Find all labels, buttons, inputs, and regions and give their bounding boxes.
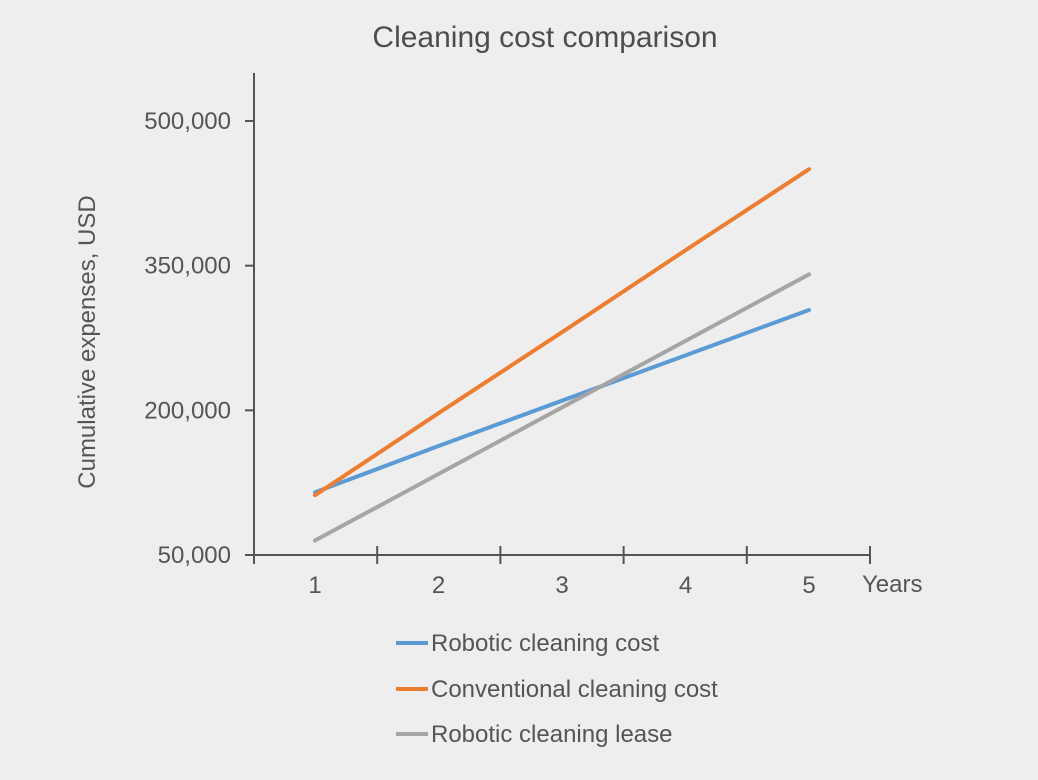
legend-label-2: Conventional cleaning cost bbox=[431, 676, 718, 703]
y-tick-label: 200,000 bbox=[144, 397, 231, 424]
legend: Robotic cleaning cost Conventional cleani… bbox=[396, 630, 718, 748]
y-axis-label: Cumulative expenses, USD bbox=[74, 195, 101, 488]
x-tick-label: 2 bbox=[432, 572, 445, 599]
chart-title: Cleaning cost comparison bbox=[372, 21, 717, 54]
axes: 50,000 200,000 350,000 500,000 1 2 3 4 5 bbox=[144, 73, 871, 599]
legend-label-3: Robotic cleaning lease bbox=[431, 721, 673, 748]
x-axis-label: Years bbox=[862, 571, 923, 598]
y-tick-label: 500,000 bbox=[144, 108, 231, 135]
y-tick-label: 350,000 bbox=[144, 253, 231, 280]
x-tick-label: 1 bbox=[308, 572, 321, 599]
x-tick-label: 4 bbox=[679, 572, 692, 599]
x-tick-label: 5 bbox=[802, 572, 815, 599]
y-tick-label: 50,000 bbox=[158, 542, 231, 569]
series-line-3 bbox=[313, 272, 811, 543]
series-line-1 bbox=[313, 308, 811, 495]
x-tick-label: 3 bbox=[555, 572, 568, 599]
series-line-2 bbox=[313, 167, 811, 498]
series-layer bbox=[313, 167, 811, 543]
legend-label-1: Robotic cleaning cost bbox=[431, 630, 659, 657]
